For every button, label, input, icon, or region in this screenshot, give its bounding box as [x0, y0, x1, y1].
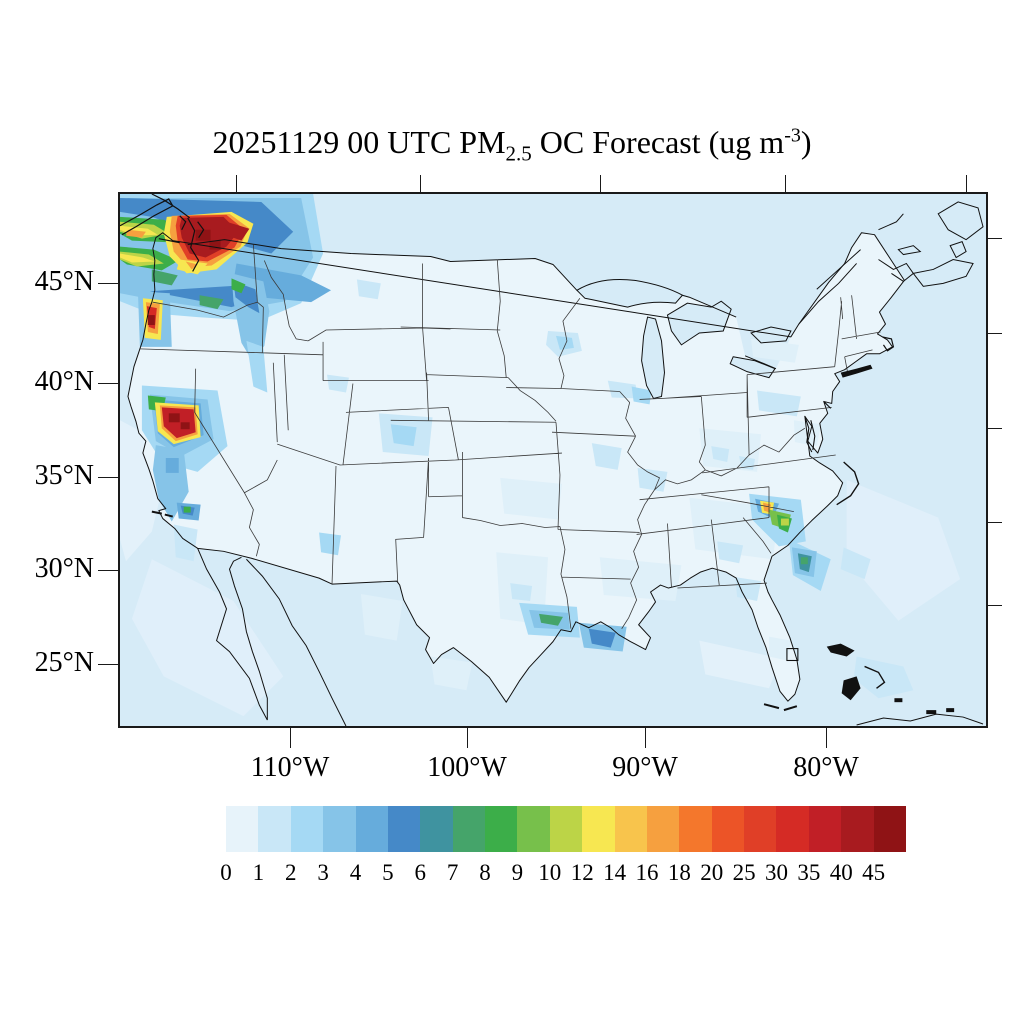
lon-tick-bottom — [826, 728, 827, 748]
forecast-map — [120, 194, 986, 726]
lat-tick-label: 35°N — [34, 460, 94, 491]
low-concentration-patches — [319, 279, 821, 691]
colorbar-segment — [549, 806, 583, 852]
offshore-data-patches — [120, 420, 961, 717]
colorbar-level-label: 4 — [349, 860, 362, 885]
south-carolina-hotspots — [749, 493, 831, 592]
lon-tick-top — [236, 175, 237, 192]
lat-tick-left — [98, 664, 118, 665]
colorbar-level-label: 10 — [538, 860, 562, 885]
lon-tick-top — [785, 175, 786, 192]
lon-tick-top — [420, 175, 421, 192]
colorbar-segment — [420, 806, 454, 852]
colorbar-segment — [258, 806, 292, 852]
colorbar-level-label: 20 — [700, 860, 724, 885]
colorbar-segment — [323, 806, 357, 852]
colorbar-segment — [646, 806, 680, 852]
lat-tick-right — [988, 605, 1002, 606]
canada-mexico-coastlines — [197, 201, 984, 726]
lake-superior — [576, 278, 684, 308]
map-plot-area — [118, 192, 988, 728]
lat-tick-left — [98, 283, 118, 284]
colorbar-segment — [290, 806, 324, 852]
us-landmass — [127, 232, 905, 703]
colorbar-segment — [614, 806, 648, 852]
lat-tick-right — [988, 333, 1002, 334]
idaho-plume-arm — [231, 273, 270, 393]
colorbar-level-label: 40 — [829, 860, 853, 885]
lon-tick-label: 90°W — [612, 752, 678, 783]
lake-michigan — [641, 316, 665, 400]
lon-tick-label: 110°W — [250, 752, 330, 783]
colorbar-segment — [226, 806, 259, 852]
colorbar-level-label: 12 — [570, 860, 594, 885]
lon-tick-bottom — [645, 728, 646, 748]
new-orleans-hotspot — [578, 622, 627, 652]
colorbar-level-label: 5 — [382, 860, 394, 885]
colorbar-level-label: 7 — [446, 860, 459, 885]
colorbar-segment — [841, 806, 875, 852]
colorbar-level-label: 9 — [511, 860, 524, 885]
colorbar-level-label: 0 — [220, 860, 232, 885]
colorbar-level-label: 25 — [732, 860, 756, 885]
lat-tick-label: 30°N — [34, 553, 94, 584]
colorbar-segment — [355, 806, 389, 852]
colorbar-segment — [582, 806, 616, 852]
island-bay-details — [120, 194, 955, 715]
los-angeles-hotspot — [176, 502, 201, 521]
norcal-hotspot — [141, 385, 228, 562]
lon-tick-bottom — [467, 728, 468, 748]
lat-tick-right — [988, 522, 1002, 523]
lat-tick-left — [98, 383, 118, 384]
state-borders — [139, 244, 881, 629]
oregon-coast-hotspot — [137, 291, 172, 347]
colorbar-segment — [517, 806, 551, 852]
colorbar-segment — [485, 806, 518, 852]
colorbar-segment — [387, 806, 421, 852]
lat-tick-label: 40°N — [34, 366, 94, 397]
colorbar-level-label: 1 — [252, 860, 265, 885]
title-subscript: 2.5 — [505, 141, 532, 166]
lon-tick-label: 100°W — [427, 752, 507, 783]
lat-tick-left — [98, 477, 118, 478]
colorbar-segment — [711, 806, 745, 852]
lake-ontario — [750, 326, 792, 344]
colorbar-segment — [873, 806, 907, 852]
colorbar — [226, 806, 907, 852]
colorbar-segment — [452, 806, 486, 852]
us-coastline — [127, 232, 905, 703]
colorbar-level-label: 3 — [317, 860, 329, 885]
lon-tick-label: 80°W — [793, 752, 859, 783]
lat-tick-label: 45°N — [34, 266, 94, 297]
colorbar-segment — [744, 806, 777, 852]
lat-tick-right — [988, 428, 1002, 429]
colorbar-level-label: 2 — [285, 860, 297, 885]
colorbar-level-label: 45 — [862, 860, 886, 885]
colorbar-segment — [776, 806, 810, 852]
lon-tick-top — [966, 175, 967, 192]
title-superscript: -3 — [784, 124, 801, 147]
colorbar-level-label: 8 — [479, 860, 491, 885]
colorbar-segment — [808, 806, 842, 852]
lon-tick-bottom — [290, 728, 291, 748]
colorbar-level-label: 14 — [603, 860, 627, 885]
colorbar-level-label: 6 — [414, 860, 427, 885]
colorbar-level-label: 30 — [764, 860, 788, 885]
colorbar-level-label: 16 — [635, 860, 659, 885]
lat-tick-left — [98, 570, 118, 571]
houston-hotspot — [519, 602, 580, 638]
colorbar-level-label: 35 — [797, 860, 821, 885]
lat-tick-label: 25°N — [34, 647, 94, 678]
lake-erie — [729, 356, 776, 379]
colorbar-segment — [679, 806, 713, 852]
lat-tick-right — [988, 238, 1002, 239]
lon-tick-top — [600, 175, 601, 192]
colorbar-level-label: 18 — [667, 860, 691, 885]
plot-title: 20251129 00 UTC PM2.5 OC Forecast (ug m-… — [212, 124, 812, 166]
